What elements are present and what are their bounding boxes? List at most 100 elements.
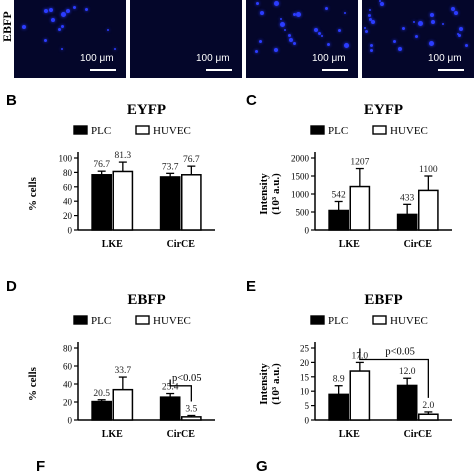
nucleus-dot bbox=[365, 30, 368, 33]
data-label: 81.3 bbox=[115, 151, 132, 161]
chart-title: EYFP bbox=[127, 102, 166, 118]
data-label: 12.0 bbox=[399, 367, 416, 377]
nucleus-dot bbox=[49, 8, 53, 12]
nucleus-dot bbox=[415, 35, 418, 38]
nucleus-dot bbox=[256, 2, 259, 5]
nucleus-dot bbox=[344, 43, 349, 48]
data-label: 33.7 bbox=[115, 366, 132, 376]
bar-huvec-circe bbox=[418, 189, 439, 231]
y-axis-label: Intensity bbox=[258, 363, 270, 405]
x-category-label: LKE bbox=[102, 239, 123, 250]
data-label: 8.9 bbox=[333, 375, 345, 385]
y-tick-label: 60 bbox=[63, 362, 73, 372]
x-category-label: CirCE bbox=[404, 429, 433, 440]
nucleus-dot bbox=[114, 48, 116, 50]
chart-title: EYFP bbox=[364, 102, 403, 118]
chart-title: EBFP bbox=[127, 292, 165, 308]
chart-title: EBFP bbox=[364, 292, 402, 308]
nucleus-dot bbox=[66, 9, 70, 13]
nucleus-dot bbox=[459, 27, 463, 31]
bar-huvec-lke bbox=[112, 170, 134, 231]
row-label: EBFP bbox=[0, 11, 14, 42]
legend-label-huvec: HUVEC bbox=[390, 315, 428, 327]
nucleus-dot bbox=[465, 44, 468, 47]
nucleus-dot bbox=[296, 12, 301, 17]
scale-bar bbox=[206, 69, 232, 71]
y-axis-label: (10³ a.u.) bbox=[270, 173, 282, 215]
nucleus-dot bbox=[274, 48, 278, 52]
nucleus-dot bbox=[260, 11, 264, 15]
bar-huvec-circe bbox=[418, 413, 439, 421]
legend-label-huvec: HUVEC bbox=[153, 125, 191, 137]
nucleus-dot bbox=[454, 11, 458, 15]
panel-letter-d: D bbox=[6, 278, 17, 295]
nucleus-dot bbox=[255, 50, 258, 53]
nucleus-dot bbox=[429, 41, 434, 46]
y-axis-label: % cells bbox=[27, 366, 39, 401]
nucleus-dot bbox=[369, 9, 371, 11]
y-tick-label: 0 bbox=[68, 416, 73, 426]
y-tick-label: 25 bbox=[300, 344, 310, 354]
nucleus-dot bbox=[293, 13, 296, 16]
x-category-label: LKE bbox=[102, 429, 123, 440]
nucleus-dot bbox=[458, 34, 461, 37]
nucleus-dot bbox=[321, 35, 323, 37]
nucleus-dot bbox=[61, 25, 64, 28]
nucleus-dot bbox=[430, 13, 434, 17]
data-label: 25.4 bbox=[162, 383, 179, 393]
y-tick-label: 100 bbox=[59, 154, 73, 164]
data-label: 542 bbox=[332, 190, 347, 200]
nucleus-dot bbox=[379, 0, 381, 2]
nucleus-dot bbox=[325, 7, 328, 10]
y-tick-label: 500 bbox=[296, 208, 310, 218]
chart-b-eyfp-percent-cells: EYFP PLC HUVEC 0 20 40 60 80 100 % cells LKE 76.7 81… bbox=[27, 102, 215, 250]
panel-letter-g: G bbox=[256, 458, 268, 475]
y-tick-label: 0 bbox=[305, 226, 310, 236]
nucleus-dot bbox=[364, 27, 366, 29]
y-tick-label: 1500 bbox=[291, 172, 310, 182]
nucleus-dot bbox=[380, 2, 384, 6]
nucleus-dot bbox=[259, 40, 262, 43]
bar-plc-circe bbox=[396, 213, 418, 231]
y-tick-label: 80 bbox=[63, 168, 73, 178]
x-category-label: CirCE bbox=[167, 429, 196, 440]
y-tick-label: 40 bbox=[63, 197, 73, 207]
bar-huvec-circe bbox=[181, 174, 202, 231]
x-category-label: LKE bbox=[339, 239, 360, 250]
bar-huvec-circe bbox=[181, 416, 202, 421]
nucleus-dot bbox=[22, 25, 26, 29]
significance-bracket bbox=[169, 379, 192, 402]
y-tick-label: 10 bbox=[300, 387, 310, 397]
y-tick-label: 1000 bbox=[291, 190, 310, 200]
y-tick-label: 0 bbox=[305, 416, 310, 426]
legend-label-plc: PLC bbox=[328, 125, 348, 137]
chart-e-ebfp-intensity: EBFP PLC HUVEC 0 5 10 15 20 25 Intensity (10³ a.u.… bbox=[258, 292, 452, 440]
nucleus-dot bbox=[327, 43, 330, 46]
bar-plc-lke bbox=[91, 174, 112, 231]
nucleus-dot bbox=[338, 29, 341, 32]
nucleus-dot bbox=[402, 27, 405, 30]
x-category-label: CirCE bbox=[404, 239, 433, 250]
legend-swatch-plc bbox=[73, 315, 88, 325]
legend-label-huvec: HUVEC bbox=[390, 125, 428, 137]
nucleus-dot bbox=[318, 32, 321, 35]
bar-plc-circe bbox=[159, 176, 181, 231]
data-label: 76.7 bbox=[93, 160, 110, 170]
data-label: 2.0 bbox=[422, 401, 434, 411]
y-tick-label: 20 bbox=[63, 211, 73, 221]
nucleus-dot bbox=[274, 1, 279, 6]
nucleus-dot bbox=[370, 44, 373, 47]
scale-bar-label: 100 μm bbox=[312, 53, 346, 64]
microscopy-image: 100 μm bbox=[246, 0, 358, 78]
legend-swatch-plc bbox=[73, 125, 88, 135]
y-axis-label: Intensity bbox=[258, 173, 270, 215]
microscopy-image: 100 μm bbox=[362, 0, 474, 78]
significance-label: p<0.05 bbox=[172, 373, 202, 384]
significance-bracket bbox=[359, 348, 429, 398]
microscopy-image: 100 μm bbox=[130, 0, 242, 78]
x-category-label: CirCE bbox=[167, 239, 196, 250]
y-tick-label: 80 bbox=[63, 344, 73, 354]
nucleus-dot bbox=[85, 8, 88, 11]
nucleus-dot bbox=[413, 21, 415, 23]
significance-label: p<0.05 bbox=[385, 347, 415, 358]
